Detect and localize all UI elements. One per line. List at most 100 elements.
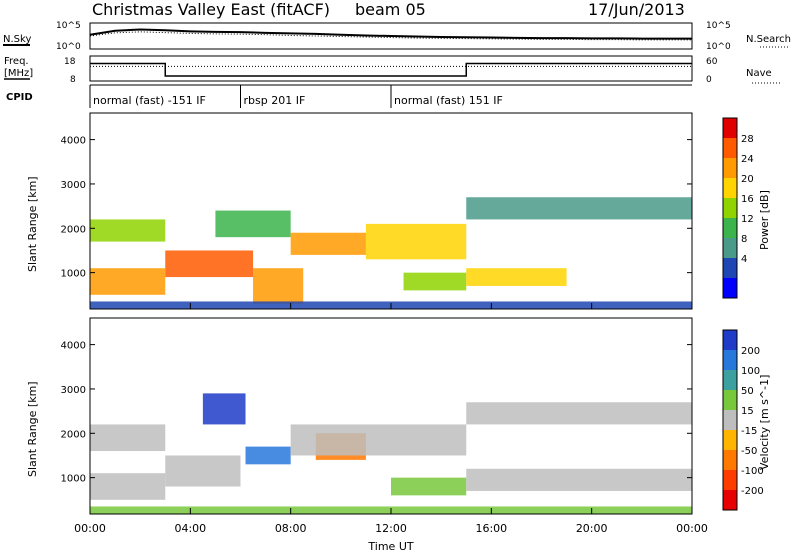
freq-left-label-2: [MHz] [4, 68, 33, 79]
velocity-band-6 [290, 424, 467, 456]
power-colorbar-swatch-0 [723, 118, 737, 139]
x-axis-ticks: 00:00 04:00 08:00 12:00 16:00 20:00 00:00 [74, 303, 708, 535]
x-tick-label-0: 00:00 [74, 522, 106, 535]
velocity-colorbar-tick-6: -100 [741, 466, 764, 477]
velocity-band-3 [202, 393, 246, 425]
date-label: 17/Jun/2013 [588, 0, 685, 19]
power-colorbar-swatch-5 [723, 218, 737, 239]
velocity-colorbar-swatch-8 [723, 490, 737, 511]
x-tick-label-1: 04:00 [174, 522, 206, 535]
velocity-colorbar-frame [722, 329, 738, 511]
velocity-ytick-label-1: 2000 [61, 429, 86, 440]
velocity-colorbar-label: Velocity [m s^-1] [758, 375, 771, 470]
noise-right-label: N.Search [746, 34, 791, 45]
cpid-segment-text-2: normal (fast) 151 IF [394, 94, 503, 107]
freq-right-tick-bottom: 0 [706, 75, 712, 85]
power-colorbar-swatch-8 [723, 278, 737, 299]
velocity-band-9 [466, 468, 692, 491]
power-ytick-label-2: 3000 [61, 180, 86, 191]
noise-lines [89, 28, 692, 41]
velocity-band-4 [245, 446, 291, 465]
velocity-ytick-label-2: 3000 [61, 385, 86, 396]
power-band-7 [403, 272, 467, 291]
velocity-colorbar-swatch-6 [723, 450, 737, 471]
velocity-band-2 [165, 455, 241, 487]
power-ylabel: Slant Range [km] [26, 176, 39, 272]
freq-left-tick-bottom: 8 [70, 75, 76, 85]
power-colorbar-tick-5: 8 [741, 234, 747, 245]
x-tick-label-3: 12:00 [375, 522, 407, 535]
power-colorbar-tick-0: 28 [741, 134, 754, 145]
power-band-6 [365, 223, 467, 260]
power-band-4 [253, 268, 304, 304]
noise-right-tick-bottom: 10^0 [706, 42, 731, 52]
power-colorbar-tick-2: 20 [741, 174, 754, 185]
velocity-colorbar-tick-2: 50 [741, 386, 754, 397]
velocity-band-0 [90, 424, 166, 452]
power-colorbar-swatch-1 [723, 138, 737, 159]
noise-series-0 [89, 28, 692, 40]
freq-step-line [90, 62, 692, 77]
velocity-colorbar-swatch-7 [723, 470, 737, 491]
velocity-colorbar-tick-5: -50 [741, 446, 757, 457]
power-colorbar-swatch-6 [723, 238, 737, 259]
power-ytick-label-3: 4000 [61, 136, 86, 147]
noise-left-tick-top: 10^5 [56, 21, 81, 31]
power-colorbar-tick-1: 24 [741, 154, 754, 165]
velocity-colorbar-tick-7: -200 [741, 486, 764, 497]
cpid-segment-text-0: normal (fast) -151 IF [93, 94, 206, 107]
velocity-colorbar: 200 100 50 15 -15 -50 -100 -200 [722, 329, 764, 511]
power-band-1 [90, 268, 166, 295]
velocity-ylabel: Slant Range [km] [26, 381, 39, 477]
power-colorbar-swatch-3 [723, 178, 737, 199]
power-colorbar-tick-3: 16 [741, 194, 754, 205]
velocity-ytick-label-0: 1000 [61, 474, 86, 485]
power-colorbar-swatch-2 [723, 158, 737, 179]
velocity-colorbar-tick-0: 200 [741, 346, 760, 357]
power-colorbar-tick-6: 4 [741, 254, 747, 265]
power-band-9 [466, 197, 692, 220]
power-ytick-label-1: 2000 [61, 224, 86, 235]
freq-right-tick-top: 60 [706, 57, 718, 67]
cpid-label: CPID [6, 92, 33, 103]
power-colorbar: 28 24 20 16 12 8 4 [722, 117, 754, 299]
velocity-band-1 [90, 473, 166, 500]
freq-left-label-1: Freq. [4, 56, 29, 67]
cpid-segments: normal (fast) -151 IF rbsp 201 IF normal (… [89, 85, 503, 108]
x-tick-label-6: 00:00 [676, 522, 708, 535]
velocity-ytick-label-3: 4000 [61, 341, 86, 352]
freq-lines [90, 62, 692, 77]
velocity-colorbar-swatch-2 [723, 370, 737, 391]
power-colorbar-swatch-4 [723, 198, 737, 219]
power-yticks: 1000 2000 3000 4000 [61, 136, 692, 280]
x-tick-label-2: 08:00 [275, 522, 307, 535]
power-band-8 [466, 268, 567, 286]
plot-title: Christmas Valley East (fitACF) [92, 0, 330, 19]
velocity-colorbar-tick-1: 100 [741, 366, 760, 377]
power-band-3 [215, 210, 291, 238]
freq-panel-frame [89, 55, 693, 82]
velocity-colorbar-swatch-0 [723, 330, 737, 351]
power-band-5 [290, 232, 366, 255]
noise-left-label: N.Sky [3, 34, 31, 45]
x-tick-label-5: 20:00 [576, 522, 608, 535]
power-band-0 [90, 219, 166, 242]
power-colorbar-label: Power [dB] [758, 190, 771, 250]
velocity-colorbar-tick-4: -15 [741, 426, 757, 437]
cpid-segment-text-1: rbsp 201 IF [244, 94, 306, 107]
velocity-colorbar-swatch-1 [723, 350, 737, 371]
power-colorbar-frame [722, 117, 738, 299]
velocity-colorbar-swatch-4 [723, 410, 737, 431]
noise-left-tick-bottom: 10^0 [56, 42, 81, 52]
noise-series-1 [89, 31, 692, 41]
power-band-2 [165, 250, 254, 278]
velocity-colorbar-swatch-5 [723, 430, 737, 451]
velocity-colorbar-swatch-3 [723, 390, 737, 411]
noise-right-tick-top: 10^5 [706, 21, 731, 31]
power-colorbar-tick-4: 12 [741, 214, 754, 225]
power-ytick-label-0: 1000 [61, 269, 86, 280]
beam-label: beam 05 [355, 0, 426, 19]
freq-left-tick-top: 18 [64, 57, 76, 67]
power-colorbar-swatch-7 [723, 258, 737, 279]
